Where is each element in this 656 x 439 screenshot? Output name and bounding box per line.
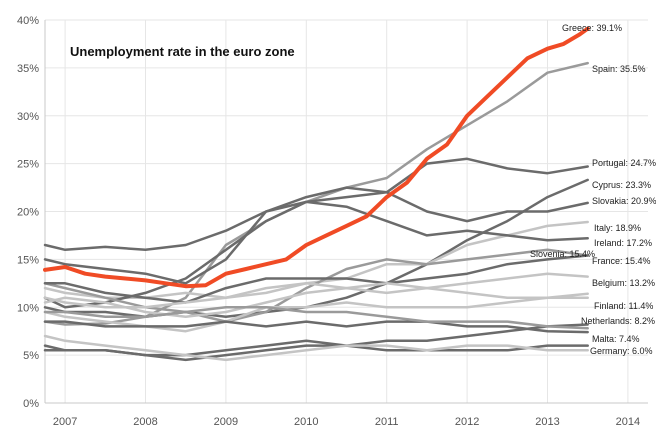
series-line-greece [43, 26, 590, 289]
y-tick-label: 30% [17, 111, 39, 123]
series-label-ireland: Ireland: 17.2% [594, 238, 652, 248]
x-tick-label: 2009 [214, 416, 238, 428]
axes: 0% 5% 10% 15% 20% 25% 30% 35% 40% 2007 2008 2009 201… [17, 15, 648, 428]
series-lines [43, 26, 590, 362]
y-tick-label: 10% [17, 302, 39, 314]
series-label-malta: Malta: 7.4% [592, 334, 640, 344]
series-label-greece: Greece: 39.1% [562, 23, 622, 33]
series-label-germany: Germany: 6.0% [590, 346, 653, 356]
y-tick-label: 5% [23, 350, 39, 362]
series-label-portugal: Portugal: 24.7% [592, 158, 656, 168]
y-tick-label: 0% [23, 398, 39, 410]
chart-title: Unemployment rate in the euro zone [70, 44, 295, 59]
x-tick-label: 2008 [133, 416, 157, 428]
x-tick-label: 2011 [375, 416, 399, 428]
series-line-malta [43, 320, 589, 334]
series-line-series-16 [43, 306, 589, 330]
series-label-slovenia: Slovenia: 15.4% [530, 249, 595, 259]
series-label-slovakia: Slovakia: 20.9% [592, 196, 656, 206]
series-line-series-15 [43, 334, 589, 362]
gridlines [45, 19, 648, 404]
series-label-cyprus: Cyprus: 23.3% [592, 180, 651, 190]
series-line-germany [43, 339, 589, 357]
series-line-finland [43, 292, 589, 333]
y-tick-label: 25% [17, 159, 39, 171]
series-end-labels: Greece: 39.1% Spain: 35.5% Portugal: 24.7%… [530, 23, 656, 356]
y-tick-label: 20% [17, 207, 39, 219]
x-tick-label: 2012 [455, 416, 479, 428]
series-label-netherlands: Netherlands: 8.2% [581, 316, 655, 326]
series-label-italy: Italy: 18.9% [594, 223, 641, 233]
series-label-france: France: 15.4% [592, 256, 651, 266]
x-tick-label: 2007 [53, 416, 77, 428]
x-tick-label: 2013 [535, 416, 559, 428]
series-line-belgium [43, 272, 589, 309]
y-tick-label: 40% [17, 15, 39, 27]
x-tick-label: 2014 [616, 416, 640, 428]
series-line-france [43, 254, 589, 304]
series-line-slovakia [43, 186, 589, 285]
series-line-series-14 [43, 282, 589, 319]
series-line-slovenia [43, 248, 589, 323]
series-label-finland: Finland: 11.4% [594, 301, 653, 311]
x-tick-label: 2010 [294, 416, 318, 428]
series-label-spain: Spain: 35.5% [592, 64, 646, 74]
y-tick-label: 35% [17, 63, 39, 75]
series-label-belgium: Belgium: 13.2% [592, 278, 655, 288]
y-tick-label: 15% [17, 254, 39, 266]
series-line-ireland [43, 200, 589, 309]
